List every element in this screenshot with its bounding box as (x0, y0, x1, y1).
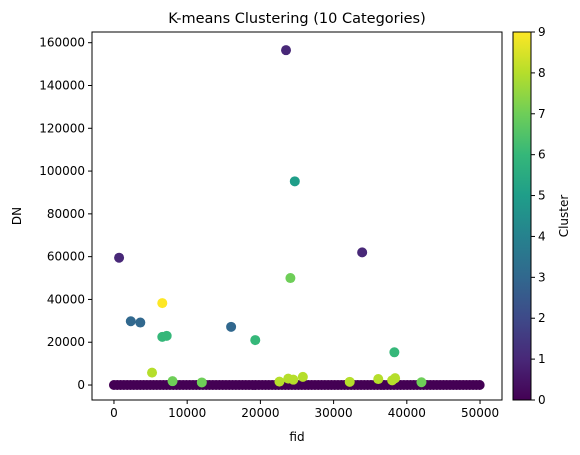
data-point (196, 377, 207, 388)
data-point (161, 330, 172, 341)
colorbar-tick-label: 9 (538, 25, 546, 39)
y-tick-label: 120000 (39, 121, 85, 135)
data-point (167, 376, 178, 387)
y-tick-label: 80000 (47, 207, 85, 221)
chart-title: K-means Clustering (10 Categories) (168, 11, 426, 27)
data-point (125, 316, 136, 327)
data-point (474, 380, 485, 391)
data-point (357, 247, 368, 258)
data-point (344, 376, 355, 387)
data-point (416, 377, 427, 388)
data-point (114, 252, 125, 263)
y-tick-label: 160000 (39, 36, 85, 50)
colorbar-tick-label: 6 (538, 148, 546, 162)
data-point (250, 335, 261, 346)
colorbar-tick-label: 4 (538, 229, 546, 243)
y-tick-label: 100000 (39, 164, 85, 178)
data-point (157, 298, 168, 309)
colorbar: 0 1 2 3 4 5 6 7 8 9 (512, 25, 546, 407)
colorbar-tick-label: 2 (538, 311, 546, 325)
data-point (135, 317, 146, 328)
plot-area: 0 10000 20000 30000 40000 50000 0 20000 40000 600… (39, 31, 503, 420)
x-tick-label: 10000 (168, 406, 206, 420)
x-tick-label: 50000 (461, 406, 499, 420)
data-point (389, 347, 400, 358)
data-point (297, 371, 308, 382)
data-point (281, 45, 292, 56)
x-tick-label: 20000 (241, 406, 279, 420)
colorbar-tick-label: 7 (538, 107, 546, 121)
data-point (289, 176, 300, 187)
x-tick-label: 30000 (315, 406, 353, 420)
data-point (274, 376, 285, 387)
y-tick-label: 60000 (47, 250, 85, 264)
colorbar-tick-label: 0 (538, 393, 546, 407)
y-axis-label: DN (10, 207, 24, 225)
plot-frame (91, 31, 503, 401)
y-tick-label: 20000 (47, 335, 85, 349)
y-tick-label: 0 (77, 378, 85, 392)
x-tick-label: 40000 (388, 406, 426, 420)
data-point (387, 375, 398, 386)
colorbar-gradient (512, 31, 532, 401)
colorbar-tick-label: 3 (538, 270, 546, 284)
data-point (288, 374, 299, 385)
x-axis-label: fid (289, 430, 304, 444)
colorbar-tick-label: 1 (538, 352, 546, 366)
x-tick-label: 0 (110, 406, 118, 420)
y-tick-label: 40000 (47, 292, 85, 306)
data-point (373, 374, 384, 385)
data-point (226, 321, 237, 332)
data-point (147, 367, 158, 378)
y-tick-label: 140000 (39, 78, 85, 92)
colorbar-label: Cluster (557, 195, 571, 238)
data-point (285, 273, 296, 284)
colorbar-tick-label: 5 (538, 189, 546, 203)
colorbar-tick-label: 8 (538, 66, 546, 80)
